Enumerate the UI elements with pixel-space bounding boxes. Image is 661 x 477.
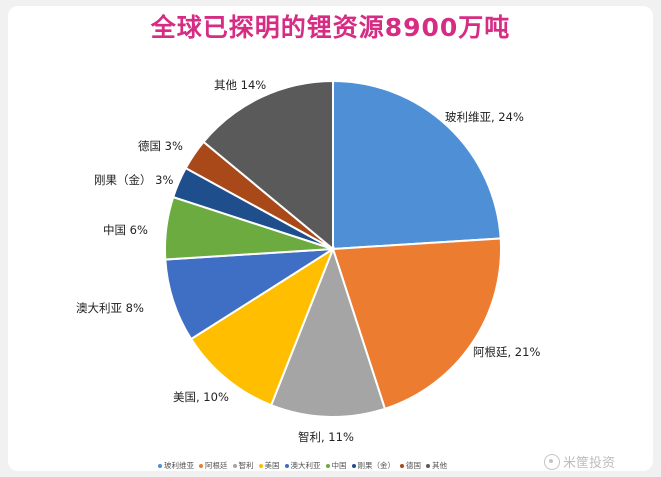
legend-item-1: 阿根廷 [199, 460, 228, 471]
slice-label-0: 玻利维亚, 24% [445, 110, 524, 124]
legend-swatch [426, 463, 430, 468]
legend-swatch [158, 463, 162, 468]
legend-swatch [351, 463, 356, 468]
legend-item-2: 智利 [232, 460, 254, 471]
legend-label: 中国 [331, 461, 347, 470]
slice-label-7: 德国 3% [138, 139, 183, 153]
watermark-text: 米筐投资 [563, 456, 616, 471]
watermark-logo-icon [544, 453, 560, 470]
legend-item-7: 德国 [400, 460, 421, 471]
slice-label-3: 美国, 10% [173, 390, 229, 404]
legend-label: 阿根廷 [205, 461, 228, 470]
pie-slice-8 [202, 79, 334, 252]
legend-swatch [284, 463, 289, 468]
legend-label: 智利 [238, 461, 254, 470]
pie-slice-3 [189, 246, 336, 407]
pie-chart: 玻利维亚, 24% 阿根廷, 21% 智利, 11% 美国, 10% 澳大利亚 8% 中国… [76, 78, 540, 444]
legend-swatch [232, 463, 237, 468]
legend-item-4: 澳大利亚 [284, 460, 321, 471]
legend-label: 美国 [264, 461, 280, 470]
legend-label: 澳大利亚 [290, 461, 321, 470]
legend-swatch [199, 463, 203, 468]
legend-item-6: 刚果（金） [351, 460, 396, 471]
legend-label: 刚果（金） [357, 461, 396, 470]
legend-item-0: 玻利维亚 [158, 460, 194, 471]
pie-slice-0 [332, 79, 502, 251]
legend-label: 玻利维亚 [164, 461, 194, 470]
legend-swatch [258, 463, 263, 468]
legend-item-3: 美国 [258, 460, 280, 471]
legend-label: 德国 [406, 461, 421, 470]
legend-swatch [400, 463, 404, 468]
slice-label-2: 智利, 11% [298, 430, 354, 444]
legend-item-8: 其他 [426, 460, 447, 471]
slice-label-1: 阿根廷, 21% [473, 345, 540, 359]
legend-swatch [325, 463, 330, 468]
legend-label: 其他 [432, 461, 447, 470]
slice-label-5: 中国 6% [103, 223, 148, 237]
pie-slice-2 [269, 246, 387, 418]
chart-title: 全球已探明的锂资源8900万吨 [150, 13, 511, 42]
slice-label-8: 其他 14% [214, 78, 266, 92]
chart-card: 全球已探明的锂资源8900万吨 玻利维亚, 24% 阿根廷, 21% 智利, 11%… [8, 6, 653, 471]
legend-item-5: 中国 [325, 460, 347, 471]
pie-slice-1 [331, 237, 502, 411]
slice-label-4: 澳大利亚 8% [76, 301, 144, 315]
watermark: 米筐投资 [544, 452, 615, 471]
slice-label-6: 刚果（金） 3% [94, 173, 173, 187]
chart-legend: 玻利维亚 阿根廷 智利 美国 澳大利亚 中国 刚果（金） 德国 其他 [158, 460, 447, 471]
